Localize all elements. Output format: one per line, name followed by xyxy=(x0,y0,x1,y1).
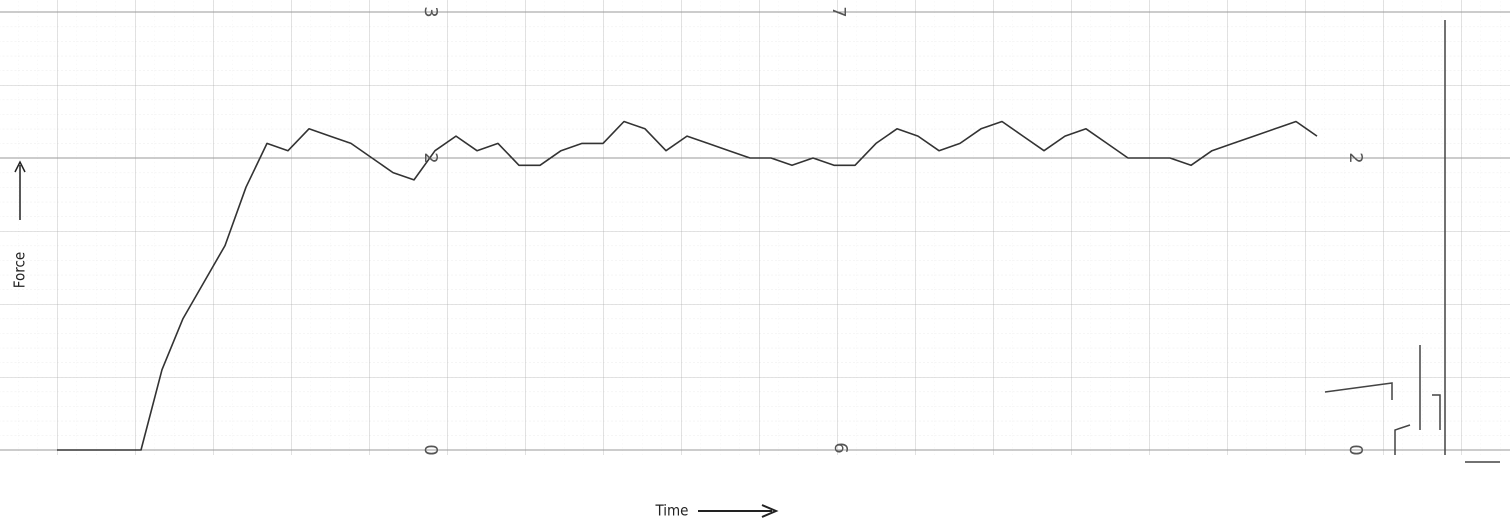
paper-digit: 7 xyxy=(828,6,849,17)
paper-digit: 6 xyxy=(830,442,851,453)
paper-major-grid xyxy=(0,0,1510,455)
paper-digit: 2 xyxy=(1345,152,1366,163)
plot-area xyxy=(0,11,1510,451)
y-arrow xyxy=(14,160,26,220)
y-tick-label: 3 xyxy=(420,6,441,17)
pen-marks xyxy=(1324,20,1500,463)
x-arrow xyxy=(698,504,779,518)
y-tick-label: 2 xyxy=(420,152,441,163)
y-axis-label: Force xyxy=(11,252,29,288)
paper-digit: 0 xyxy=(1345,444,1366,455)
force-trace xyxy=(57,120,1318,451)
x-axis-label: Time xyxy=(655,502,689,520)
y-tick-label: 0 xyxy=(420,444,441,455)
